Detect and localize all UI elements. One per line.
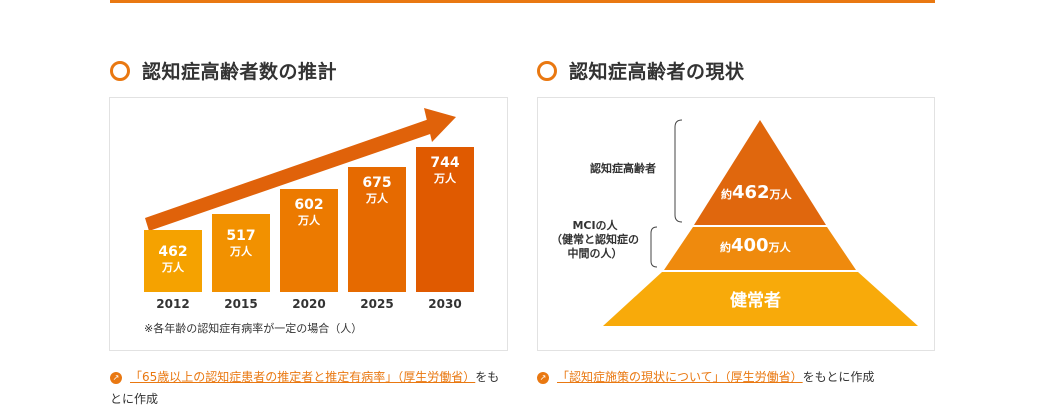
pyramid-graphic	[603, 119, 918, 326]
left-source: ↗ 「65歳以上の認知症患者の推定者と推定有病率」（厚生労働省）をもとに作成	[110, 366, 510, 410]
year-tick-label: 2025	[360, 297, 394, 311]
external-link-icon: ↗	[110, 372, 122, 384]
circle-bullet-icon	[537, 60, 557, 81]
label-dementia-elderly: 認知症高齢者	[590, 162, 656, 175]
right-section-title: 認知症高齢者の現状	[537, 57, 745, 84]
left-section-title: 認知症高齢者数の推計	[110, 57, 337, 84]
pyramid-bottom-tier	[603, 272, 918, 326]
pyramid-bottom-label: 健常者	[730, 291, 781, 311]
bar-value-label: 602	[294, 197, 324, 213]
bracket-dementia	[674, 119, 683, 223]
trend-arrow-head	[424, 108, 456, 142]
bar-value-label: 744	[430, 155, 460, 171]
right-source: ↗ 「認知症施策の現状について」（厚生労働省）をもとに作成	[537, 366, 937, 388]
bracket-mci	[650, 226, 658, 268]
right-source-suffix: をもとに作成	[802, 370, 875, 384]
top-divider	[110, 0, 935, 3]
bar-2030: 744 万人	[416, 147, 474, 292]
year-tick-label: 2020	[292, 297, 326, 311]
left-source-link[interactable]: 「65歳以上の認知症患者の推定者と推定有病率」（厚生労働省）	[130, 370, 476, 384]
external-link-icon: ↗	[537, 372, 549, 384]
bar-2025: 675 万人	[348, 167, 406, 292]
left-title-text: 認知症高齢者数の推計	[142, 61, 338, 83]
right-source-link[interactable]: 「認知症施策の現状について」（厚生労働省）	[557, 370, 803, 384]
bar-area: 462 万人 517 万人 602 万人 675 万人 744 万人	[110, 98, 509, 292]
pyramid-top-tier	[694, 120, 826, 225]
circle-bullet-icon	[110, 60, 130, 81]
year-tick-label: 2012	[156, 297, 190, 311]
label-mci: MCIの人 （健常と認知症の 中間の人）	[551, 219, 639, 260]
trend-arrow-shaft	[145, 118, 436, 231]
bar-2012: 462 万人	[144, 230, 202, 292]
pyramid-middle-tier	[664, 227, 856, 270]
bar-unit-label: 万人	[298, 214, 320, 227]
bar-unit-label: 万人	[230, 245, 252, 258]
pyramid-mid-value: 約400万人	[720, 235, 791, 256]
bar-unit-label: 万人	[366, 192, 388, 205]
year-tick-label: 2015	[224, 297, 258, 311]
right-title-text: 認知症高齢者の現状	[569, 61, 745, 83]
trend-arrow	[145, 108, 456, 231]
bar-value-label: 675	[362, 175, 392, 191]
left-source-suffix: をもとに作成	[110, 370, 500, 406]
chart-note: ※各年齢の認知症有病率が一定の場合（人）	[144, 322, 363, 335]
bar-2015: 517 万人	[212, 214, 270, 292]
pyramid-top-value: 約462万人	[721, 182, 792, 203]
bar-value-label: 462	[158, 244, 188, 260]
bar-unit-label: 万人	[434, 172, 456, 185]
bar-unit-label: 万人	[162, 261, 184, 274]
year-tick-label: 2030	[428, 297, 462, 311]
right-pyramid-panel: 認知症高齢者 MCIの人 （健常と認知症の 中間の人） 約462万人 約400万…	[537, 97, 935, 351]
left-chart-panel: 462 万人 517 万人 602 万人 675 万人 744 万人 2012 2015 2020 20…	[109, 97, 508, 351]
bar-2020: 602 万人	[280, 189, 338, 292]
bar-value-label: 517	[226, 228, 256, 244]
